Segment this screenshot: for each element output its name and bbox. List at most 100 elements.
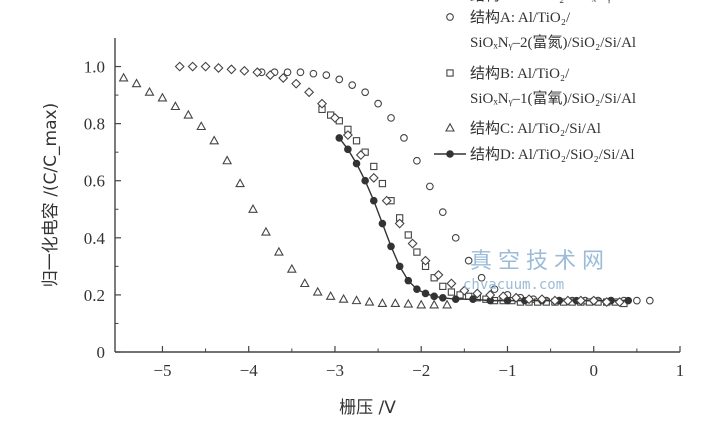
x-tick-label: −4 xyxy=(240,361,259,380)
data-point xyxy=(624,296,633,305)
data-point xyxy=(361,88,370,97)
data-point xyxy=(364,296,375,306)
data-point xyxy=(200,61,211,72)
legend-label: 结构C: Al/TiO₂/Si/Al xyxy=(470,120,601,137)
data-point xyxy=(562,295,573,306)
data-point xyxy=(503,296,512,305)
y-tick-label: 0 xyxy=(97,343,106,362)
data-point xyxy=(433,269,444,280)
x-tick-label: 0 xyxy=(589,361,598,380)
x-tick-label: 1 xyxy=(676,361,685,380)
x-tick-label: −1 xyxy=(498,361,516,380)
data-point xyxy=(317,98,328,109)
data-point xyxy=(472,288,483,299)
data-point xyxy=(601,297,612,308)
legend-label: SiOₓNᵧ–2(富氮)/SiO₂/Si/Al xyxy=(470,33,636,51)
data-point xyxy=(511,292,522,303)
data-point xyxy=(355,150,366,161)
data-point xyxy=(369,196,378,205)
data-point xyxy=(209,135,220,145)
data-point xyxy=(456,291,464,299)
data-point xyxy=(446,150,454,158)
series-c xyxy=(118,72,453,309)
data-point xyxy=(226,64,237,75)
data-point xyxy=(322,71,331,79)
data-point xyxy=(131,78,142,88)
data-point xyxy=(374,99,382,108)
data-point xyxy=(299,278,310,288)
data-point xyxy=(407,238,418,249)
y-tick-label: 0.2 xyxy=(84,286,105,305)
x-axis-label: 栅压 /V xyxy=(339,398,396,418)
data-point xyxy=(438,208,447,216)
legend-item-a: 结构A: Al/TiO₂/SiOₓNᵧ–2(富氮)/SiO₂/Si/Al xyxy=(446,9,636,51)
data-point xyxy=(413,156,421,165)
data-point xyxy=(477,273,486,282)
data-point xyxy=(416,299,427,309)
data-point xyxy=(446,13,454,21)
data-point xyxy=(196,121,207,131)
y-tick-label: 1.0 xyxy=(84,58,105,77)
data-point xyxy=(420,255,431,266)
y-axis-label: 归一化电容 /(C/C_max) xyxy=(41,103,61,287)
data-point xyxy=(368,172,379,183)
data-point xyxy=(348,81,357,89)
legend-label: 结构A: Al/TiO₂/ xyxy=(470,9,571,26)
data-point xyxy=(187,61,198,72)
data-point xyxy=(291,78,302,89)
data-point xyxy=(438,293,447,302)
data-point xyxy=(633,296,641,305)
data-point xyxy=(381,195,392,206)
x-tick-label: −2 xyxy=(412,361,430,380)
data-point xyxy=(446,278,457,289)
data-point xyxy=(413,248,421,256)
data-point xyxy=(439,282,447,290)
watermark-en: chvacuum.com xyxy=(463,277,564,293)
legend-label: 结构B: Al/TiO₂/ xyxy=(470,65,570,82)
data-point xyxy=(309,69,318,78)
data-point xyxy=(273,246,284,256)
data-point xyxy=(377,298,388,308)
data-point xyxy=(378,179,387,188)
data-point xyxy=(278,72,289,83)
watermark-cn: 真空技术网 xyxy=(470,249,610,274)
x-tick-label: −5 xyxy=(153,361,171,380)
data-point xyxy=(490,285,499,294)
data-point xyxy=(445,122,455,132)
data-point xyxy=(537,294,547,305)
data-point xyxy=(325,291,336,300)
data-point xyxy=(403,298,414,308)
data-point xyxy=(430,292,438,301)
data-point xyxy=(446,69,454,77)
data-point xyxy=(344,145,352,154)
data-point xyxy=(352,159,361,168)
data-point xyxy=(286,263,297,273)
data-point xyxy=(329,112,340,123)
data-point xyxy=(378,219,387,228)
legend-label: 结构D: Al/TiO₂/SiO₂/Si/Al xyxy=(470,146,635,163)
data-point xyxy=(421,289,430,298)
legend-item-d: 结构D: Al/TiO₂/SiO₂/Si/Al xyxy=(434,146,635,163)
data-point xyxy=(144,86,155,96)
data-point xyxy=(498,291,509,302)
data-point xyxy=(351,295,362,305)
data-point xyxy=(464,256,473,265)
data-point xyxy=(283,68,292,77)
data-point xyxy=(429,299,440,309)
data-point xyxy=(485,289,496,300)
chart-axes: −5 −4 −3 −2 −1 0 1 0 0.2 0.4 0.6 0.8 1.0 栅压 /V 归一化电容 /… xyxy=(41,38,684,418)
data-point xyxy=(575,295,586,306)
data-point xyxy=(157,92,168,102)
data-point xyxy=(213,62,224,73)
legend-item-c: 结构C: Al/TiO₂/Si/Al xyxy=(445,120,601,137)
data-point xyxy=(312,286,323,296)
data-point xyxy=(261,226,271,236)
data-point xyxy=(387,114,395,122)
data-point xyxy=(404,276,413,285)
data-point xyxy=(549,295,560,306)
data-point xyxy=(338,293,349,303)
data-point xyxy=(413,285,421,294)
data-point xyxy=(265,70,276,81)
data-point xyxy=(170,101,181,111)
